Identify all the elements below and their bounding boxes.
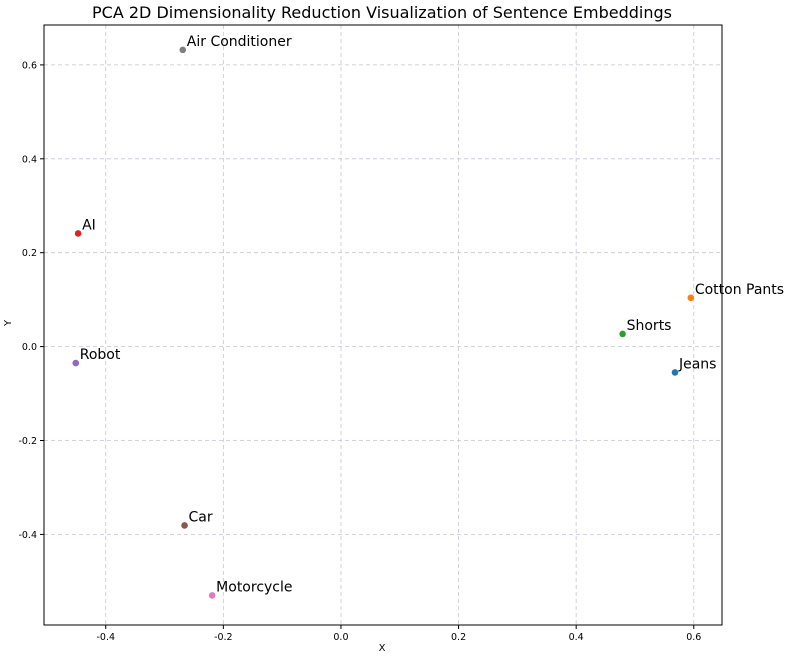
- data-point: [687, 294, 695, 302]
- data-point: [72, 359, 80, 367]
- y-tick-label: 0.6: [22, 60, 37, 71]
- plot-frame: [43, 24, 723, 626]
- y-tick-label: 0.4: [22, 154, 37, 165]
- data-point-label: Shorts: [627, 318, 672, 334]
- y-tick-label: -0.2: [18, 436, 37, 447]
- tick-layer: -0.4 -0.2 0.0 0.2 0.4 0.6 -0.4 -0.2 0.0 0.2 0.4 0.6: [18, 60, 701, 643]
- y-tick-label: 0.0: [22, 342, 37, 353]
- data-point: [671, 369, 679, 376]
- y-tick-label: -0.4: [18, 530, 37, 541]
- data-point-label: Air Conditioner: [187, 34, 292, 50]
- x-tick-label: 0.4: [569, 632, 584, 643]
- data-point: [208, 592, 216, 599]
- data-point-label: Cotton Pants: [695, 282, 784, 298]
- x-tick-label: 0.2: [451, 632, 466, 643]
- x-tick-label: 0.0: [333, 632, 348, 643]
- data-point-label: Robot: [80, 347, 121, 363]
- data-point-label: Motorcycle: [216, 579, 292, 595]
- data-point-label: Car: [189, 509, 213, 525]
- y-tick-label: 0.2: [22, 248, 37, 259]
- x-axis-label: X: [379, 643, 386, 654]
- point-layer: Jeans Cotton Pants Shorts AI Robot Car Motorcy…: [72, 34, 784, 599]
- data-point: [619, 330, 626, 338]
- x-tick-label: -0.2: [214, 632, 233, 643]
- x-tick-label: 0.6: [686, 632, 701, 643]
- data-point-label: Jeans: [678, 356, 717, 372]
- data-point: [74, 230, 82, 237]
- data-point: [179, 46, 187, 54]
- data-point-label: AI: [82, 217, 96, 233]
- y-axis-label: Y: [3, 319, 14, 327]
- x-tick-label: -0.4: [96, 632, 115, 643]
- grid-layer: [44, 25, 722, 625]
- chart-title: PCA 2D Dimensionality Reduction Visualiz…: [92, 3, 672, 22]
- data-point: [181, 522, 188, 529]
